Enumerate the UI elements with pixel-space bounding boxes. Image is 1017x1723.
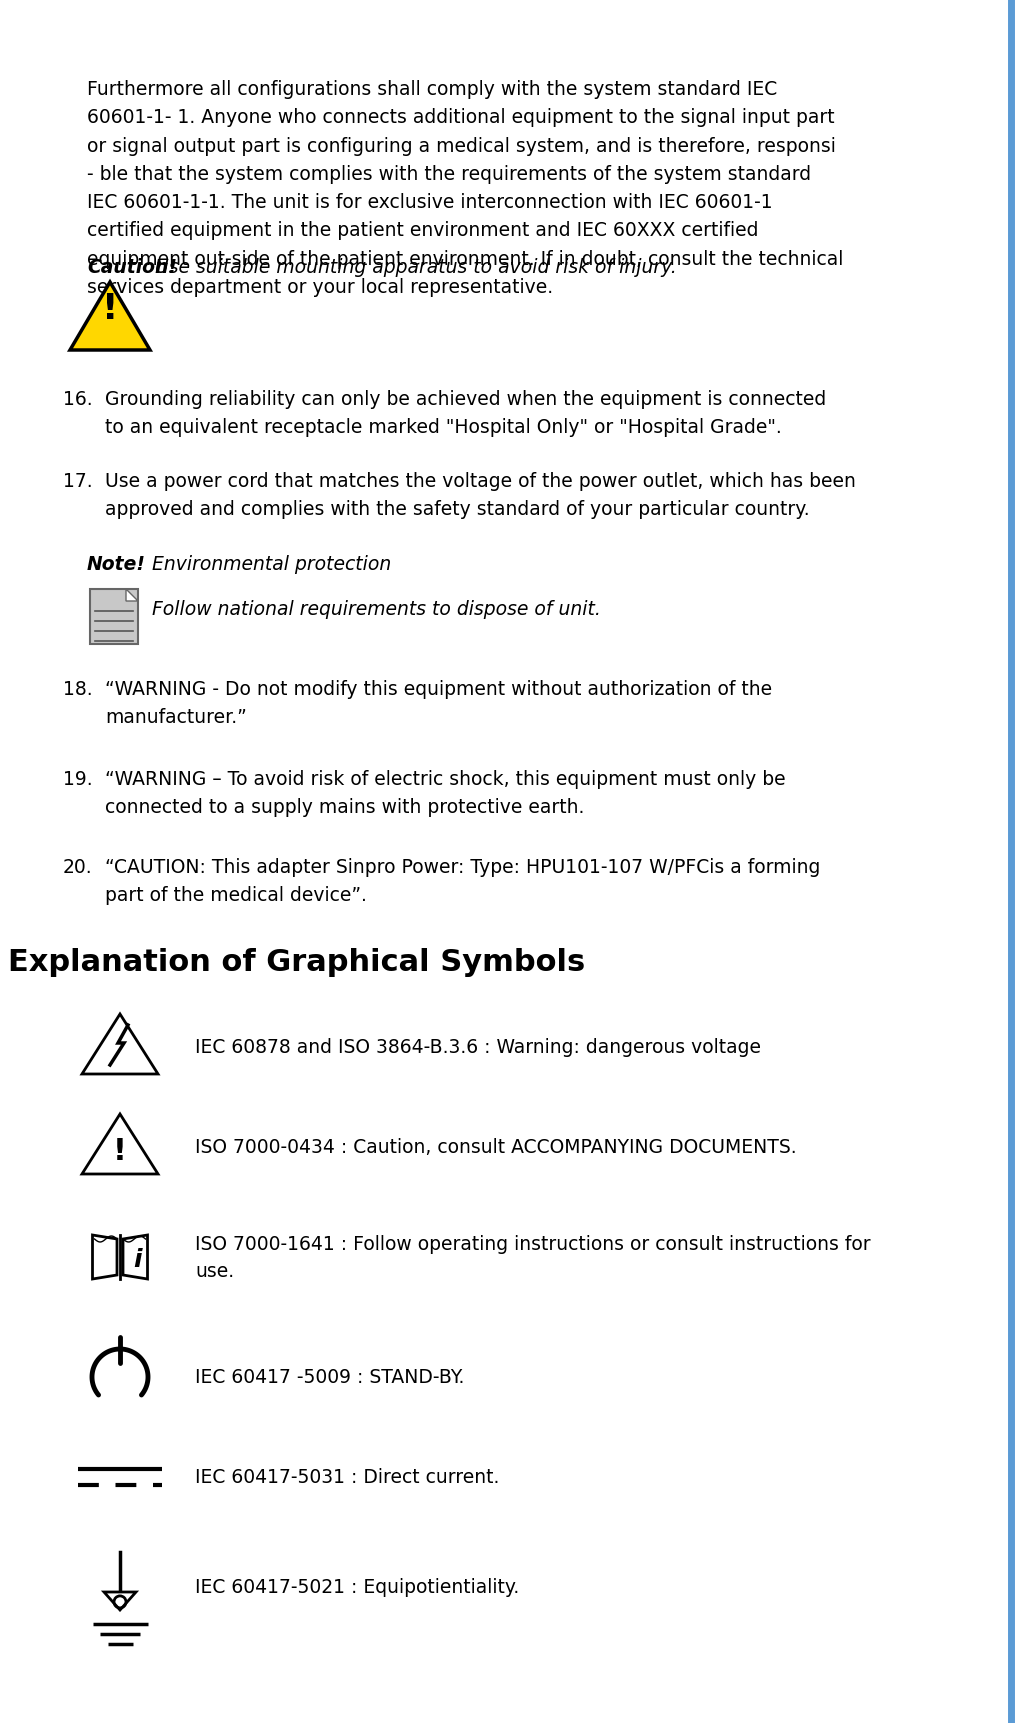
Polygon shape	[93, 1235, 117, 1278]
Text: “CAUTION: This adapter Sinpro Power: Type: HPU101-107 W/PFCis a forming
part of : “CAUTION: This adapter Sinpro Power: Typ…	[105, 858, 821, 905]
Text: !: !	[113, 1137, 127, 1166]
Polygon shape	[126, 589, 138, 601]
Polygon shape	[82, 1015, 158, 1075]
FancyBboxPatch shape	[89, 589, 138, 644]
Polygon shape	[104, 1592, 136, 1609]
Text: Use suitable mounting apparatus to avoid risk of injury.: Use suitable mounting apparatus to avoid…	[149, 258, 676, 277]
Text: 16.: 16.	[63, 389, 93, 408]
Text: 19.: 19.	[63, 770, 93, 789]
Text: Grounding reliability can only be achieved when the equipment is connected
to an: Grounding reliability can only be achiev…	[105, 389, 826, 438]
Polygon shape	[123, 1235, 147, 1278]
Text: Furthermore all configurations shall comply with the system standard IEC
60601-1: Furthermore all configurations shall com…	[87, 79, 843, 296]
Text: Follow national requirements to dispose of unit.: Follow national requirements to dispose …	[152, 600, 601, 619]
Text: 17.: 17.	[63, 472, 93, 491]
Polygon shape	[70, 283, 149, 351]
Text: Explanation of Graphical Symbols: Explanation of Graphical Symbols	[8, 948, 585, 977]
Text: i: i	[133, 1247, 142, 1272]
Text: ISO 7000-1641 : Follow operating instructions or consult instructions for
use.: ISO 7000-1641 : Follow operating instruc…	[195, 1235, 871, 1280]
Text: “WARNING - Do not modify this equipment without authorization of the
manufacture: “WARNING - Do not modify this equipment …	[105, 679, 772, 727]
Text: 20.: 20.	[63, 858, 93, 877]
Text: Use a power cord that matches the voltage of the power outlet, which has been
ap: Use a power cord that matches the voltag…	[105, 472, 856, 519]
Text: Caution!: Caution!	[87, 258, 177, 277]
Text: IEC 60417-5021 : Equipotientiality.: IEC 60417-5021 : Equipotientiality.	[195, 1578, 520, 1597]
Text: ISO 7000-0434 : Caution, consult ACCOMPANYING DOCUMENTS.: ISO 7000-0434 : Caution, consult ACCOMPA…	[195, 1137, 796, 1156]
Text: Note!: Note!	[87, 555, 145, 574]
Text: !: !	[102, 291, 118, 326]
Text: IEC 60878 and ISO 3864-B.3.6 : Warning: dangerous voltage: IEC 60878 and ISO 3864-B.3.6 : Warning: …	[195, 1037, 761, 1056]
Text: IEC 60417-5031 : Direct current.: IEC 60417-5031 : Direct current.	[195, 1468, 499, 1487]
Text: Environmental protection: Environmental protection	[152, 555, 392, 574]
Polygon shape	[82, 1115, 158, 1175]
Text: 18.: 18.	[63, 679, 93, 698]
Text: “WARNING – To avoid risk of electric shock, this equipment must only be
connecte: “WARNING – To avoid risk of electric sho…	[105, 770, 785, 817]
Text: IEC 60417 -5009 : STAND-BY.: IEC 60417 -5009 : STAND-BY.	[195, 1368, 465, 1387]
